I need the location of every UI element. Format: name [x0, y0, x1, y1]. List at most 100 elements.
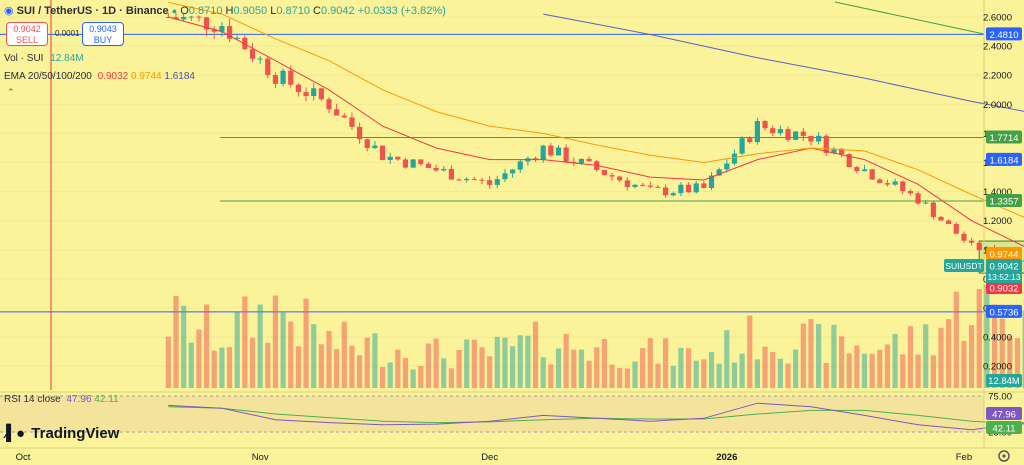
volume-bar: [953, 291, 959, 388]
candle-body: [708, 175, 715, 188]
candle-body: [173, 17, 179, 20]
volume-bar: [471, 339, 477, 388]
candle-body: [387, 156, 393, 160]
volume-bar: [188, 342, 194, 388]
volume-bar: [571, 349, 577, 388]
status-dot-icon: ●: [171, 6, 178, 16]
buy-button[interactable]: 0.9043 BUY: [82, 22, 124, 46]
volume-bar: [464, 339, 470, 388]
candle-body: [226, 26, 233, 39]
volume-bar: [334, 349, 340, 388]
volume-bar: [379, 366, 386, 388]
volume-bar: [976, 289, 982, 388]
volume-bar: [930, 355, 936, 388]
candle-body: [188, 16, 194, 18]
volume-bar: [357, 355, 363, 388]
volume-bar: [288, 321, 294, 388]
volume-bar: [907, 326, 913, 388]
candle-body: [693, 183, 699, 193]
rsi-line: [168, 402, 1024, 431]
sell-button[interactable]: 0.9042 SELL: [6, 22, 48, 46]
candle-body: [532, 158, 539, 160]
symbol-row: ◉ SUI / TetherUS · 1D · Binance ● O0.871…: [4, 4, 446, 17]
countdown-tag: 13:52:13: [986, 271, 1022, 283]
candle-body: [441, 168, 447, 171]
brand-name: TradingView: [31, 425, 120, 442]
volume-bar: [479, 347, 485, 388]
candle-body: [647, 185, 653, 187]
time-tick-label: Feb: [956, 452, 972, 463]
candle-body: [976, 242, 982, 251]
volume-value: 12.84M: [50, 53, 84, 64]
rsi-tick-label: 75.00: [988, 392, 1012, 403]
candle-body: [487, 180, 493, 185]
price-label-text: 0.5736: [989, 307, 1018, 318]
candle-body: [609, 175, 615, 177]
candle-body: [731, 153, 738, 164]
volume-bars: [165, 284, 1024, 388]
price-label-tag: 0.9744: [986, 247, 1022, 261]
volume-tag-text: 12.84M: [988, 376, 1020, 387]
volume-bar: [517, 335, 523, 388]
candle-body: [685, 184, 692, 193]
volume-bar: [234, 311, 240, 388]
ema50-value: 0.9744: [131, 71, 162, 82]
rsi-value: 47.96: [66, 394, 92, 405]
volume-bar: [869, 353, 875, 388]
collapse-chevron-icon[interactable]: ⌃: [7, 87, 15, 97]
settings-gear-icon[interactable]: [998, 450, 1010, 462]
tradingview-logo[interactable]: ⁄▍● TradingView: [6, 424, 119, 442]
volume-bar: [555, 348, 562, 388]
price-label-text: 2.4810: [989, 30, 1018, 41]
candle-body: [793, 131, 799, 140]
candle-body: [1022, 260, 1024, 262]
volume-bar: [808, 319, 814, 388]
volume-bar: [395, 349, 401, 388]
trend-line: [834, 1, 985, 35]
volume-bar: [624, 368, 630, 388]
volume-bar: [418, 365, 424, 388]
tradingview-logo-icon: ⁄▍●: [6, 425, 25, 442]
candle-body: [808, 135, 814, 142]
volume-bar: [295, 346, 301, 388]
rsi-label: RSI 14 close: [4, 394, 61, 405]
volume-bar: [770, 352, 776, 388]
rsi-legend[interactable]: RSI 14 close 47.96 42.11: [4, 394, 119, 405]
volume-bar: [525, 335, 531, 388]
price-label-tag: 0.9042: [986, 259, 1022, 273]
volume-bar: [632, 361, 638, 388]
candle-body: [770, 128, 776, 134]
ohlc-high-label: H: [225, 5, 234, 17]
candle-body: [288, 70, 294, 85]
price-label-text: 1.6184: [989, 155, 1018, 166]
symbol-title[interactable]: SUI / TetherUS · 1D · Binance: [16, 5, 169, 17]
candle-body: [494, 179, 500, 185]
candle-body: [701, 183, 707, 188]
volume-bar: [326, 330, 332, 388]
price-tick-label: 2.6000: [983, 13, 1012, 24]
candle-body: [861, 169, 868, 172]
ema-legend[interactable]: EMA 20/50/100/200 0.9032 0.9744 1.6184: [4, 71, 195, 82]
ohlc-close-label: C: [313, 5, 321, 17]
candle-body: [471, 178, 477, 180]
volume-bar: [510, 346, 516, 388]
time-axis[interactable]: OctNovDec2026FebMarAprMayJun: [16, 452, 1024, 463]
volume-bar: [318, 344, 324, 388]
price-label-text: 1.3357: [989, 196, 1018, 207]
volume-bar: [601, 338, 607, 388]
volume-bar: [838, 336, 845, 388]
buy-price: 0.9043: [89, 24, 117, 34]
eye-icon[interactable]: ◉: [4, 5, 14, 17]
price-label-tag: 0.9032: [986, 281, 1022, 295]
price-label-tag: 0.5736: [986, 304, 1022, 318]
volume-bar: [915, 354, 921, 388]
candle-body: [670, 193, 676, 196]
candle-body: [953, 224, 959, 234]
volume-bar: [678, 347, 684, 388]
ema-line: [543, 13, 1024, 112]
volume-bar: [938, 327, 944, 388]
candle-body: [678, 184, 684, 194]
rsi-tag: 42.11: [986, 421, 1022, 435]
volume-legend[interactable]: Vol · SUI 12.84M: [4, 53, 84, 64]
